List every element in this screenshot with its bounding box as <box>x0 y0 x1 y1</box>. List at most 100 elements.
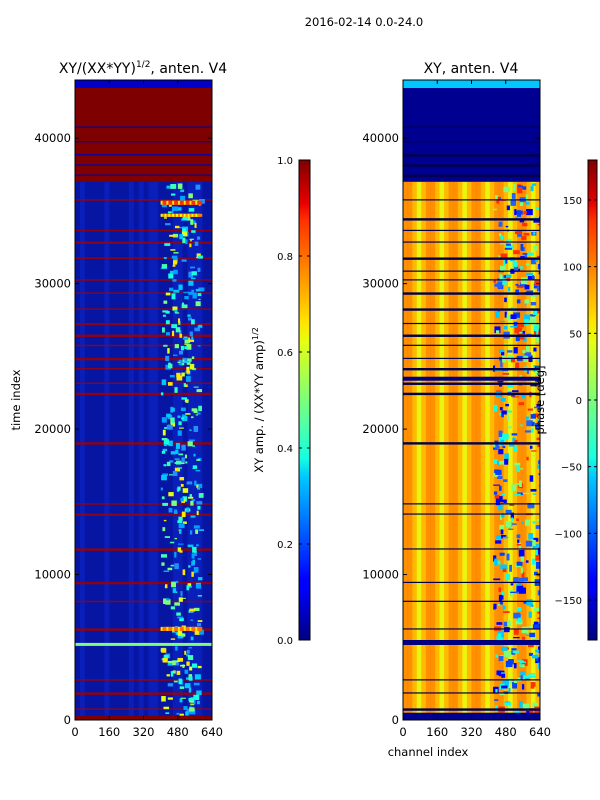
heat-cell <box>495 441 500 449</box>
heat-cell <box>167 348 170 354</box>
heat-cell <box>172 631 178 633</box>
heat-cell <box>535 561 540 569</box>
heat-cell <box>529 632 536 638</box>
heat-cell <box>537 692 540 697</box>
heat-cell <box>109 181 115 720</box>
heat-cell <box>192 559 196 565</box>
heat-cell <box>537 464 540 469</box>
heat-cell <box>514 209 517 216</box>
heat-cell <box>181 511 186 518</box>
heat-cell <box>539 534 540 541</box>
heat-cell <box>207 181 212 720</box>
heat-cell <box>189 530 193 535</box>
heat-cell <box>518 384 523 386</box>
heat-cell <box>495 469 502 475</box>
heat-flag-row <box>403 322 540 325</box>
heat-cell <box>179 686 185 689</box>
heat-cell <box>537 286 540 292</box>
heat-cell <box>165 712 170 714</box>
heat-cell <box>511 193 516 199</box>
heat-cell <box>198 324 203 326</box>
heat-cell <box>502 410 507 415</box>
heat-cell <box>523 675 530 679</box>
heat-cell <box>179 617 184 622</box>
heat-cell <box>196 484 199 488</box>
heat-flag-row <box>403 229 540 232</box>
heat-cell <box>500 253 508 258</box>
heat-cell <box>162 310 169 313</box>
heat-cell <box>197 626 203 631</box>
y-tick-label: 10000 <box>362 568 399 582</box>
heat-cell <box>525 345 530 352</box>
heat-cell <box>170 671 174 677</box>
heat-cell <box>186 585 190 591</box>
heat-cell <box>504 650 511 657</box>
heat-cell <box>538 271 540 275</box>
heat-cell <box>197 267 201 272</box>
heat-flag-row <box>403 164 540 167</box>
heat-cell <box>510 199 517 206</box>
heat-cell <box>533 218 540 223</box>
heat-cell <box>524 319 529 326</box>
heat-cell <box>186 677 190 680</box>
heat-cell <box>158 181 164 720</box>
heat-cell <box>504 297 507 303</box>
heat-cell <box>530 186 534 192</box>
heat-cell <box>175 580 179 584</box>
heat-cell <box>498 449 504 455</box>
heat-cell <box>177 660 180 663</box>
heat-cell <box>517 324 524 328</box>
heat-cell <box>530 428 534 433</box>
heat-cell <box>169 374 175 378</box>
heat-flag-row <box>403 382 540 385</box>
heat-cell <box>176 372 181 378</box>
left-colorbar <box>298 159 311 641</box>
heat-cell <box>533 347 537 352</box>
heat-cell <box>498 412 502 416</box>
heat-cell <box>535 555 540 561</box>
heat-cell <box>161 379 167 385</box>
heat-cell <box>518 577 524 582</box>
heat-cell <box>160 648 166 652</box>
heat-flag-row <box>75 199 212 201</box>
heat-cell <box>524 314 531 321</box>
heat-cell <box>503 325 508 330</box>
heat-cell <box>175 312 180 314</box>
heat-cell <box>191 289 195 292</box>
heat-cell <box>171 581 176 588</box>
heat-cell <box>197 488 201 490</box>
heat-cell <box>537 611 540 614</box>
heat-cell <box>536 403 540 409</box>
heat-cell <box>515 335 520 342</box>
heat-cell <box>506 415 510 421</box>
heat-cell <box>523 601 529 604</box>
heat-cell <box>183 291 190 293</box>
heat-cell <box>197 181 203 720</box>
heat-cell <box>177 486 180 491</box>
heat-row <box>75 642 212 646</box>
heat-cell <box>504 627 510 633</box>
heat-cell <box>186 661 190 666</box>
heat-cell <box>529 316 537 324</box>
heat-cell <box>185 461 188 464</box>
heat-cell <box>178 678 182 685</box>
heat-cell <box>521 394 526 399</box>
heat-cell <box>196 459 201 461</box>
heat-flag-row <box>403 218 540 221</box>
heat-cell <box>511 648 517 651</box>
heat-cell <box>195 301 201 307</box>
heat-cell <box>522 678 526 680</box>
heat-cell <box>493 280 496 283</box>
heat-cell <box>537 419 540 423</box>
heat-cell <box>182 357 187 364</box>
heat-cell <box>172 260 178 265</box>
heat-cell <box>532 309 539 315</box>
colorbar-tick-label: 0.4 <box>277 444 293 455</box>
heat-cell <box>173 252 179 254</box>
heat-cell <box>186 376 191 382</box>
heat-cell <box>506 314 511 321</box>
heat-flagged-block <box>75 80 212 182</box>
heat-cell <box>182 337 189 340</box>
heat-cell <box>171 324 178 329</box>
